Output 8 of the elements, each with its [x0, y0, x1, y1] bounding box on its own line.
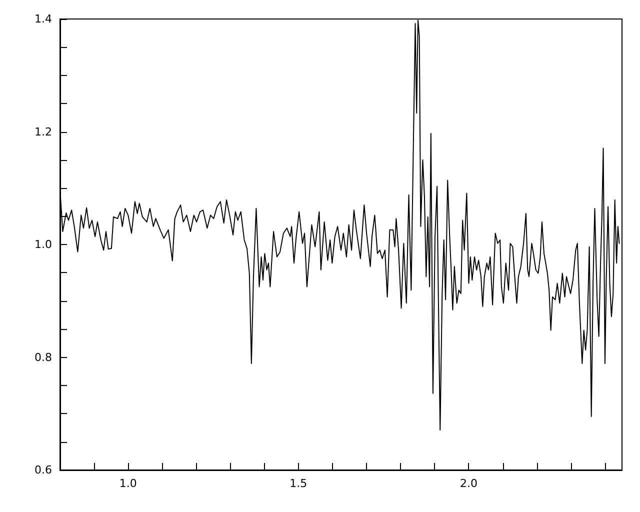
x-tick-label: 2.0	[460, 477, 478, 490]
y-tick-label: 1.2	[34, 125, 52, 138]
y-tick-label: 0.6	[34, 464, 52, 476]
y-tick-label: 0.8	[34, 350, 52, 364]
y-tick-label: 1.0	[34, 238, 52, 251]
x-tick-label: 1.0	[119, 477, 137, 490]
x-tick-label: 1.5	[290, 477, 308, 490]
y-tick-label: 1.4	[34, 12, 52, 26]
